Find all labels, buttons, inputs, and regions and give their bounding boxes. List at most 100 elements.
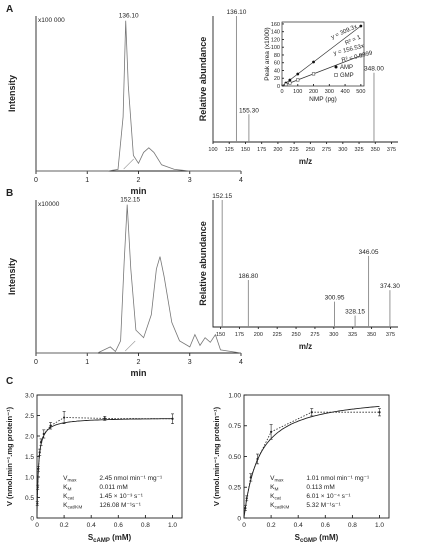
kinetics-camp-xtick-label: 0.6 — [114, 522, 123, 529]
calibration-inset-legend-label-amp: AMP — [340, 65, 353, 71]
chrom-a-xtick-label: 4 — [239, 177, 243, 184]
chrom-a-xtick-label: 1 — [85, 177, 89, 184]
calibration-inset-xtick-label: 0 — [280, 89, 283, 95]
kinetics-cgmp-ytick-label: 1.00 — [228, 392, 241, 399]
kinetics-camp-ytick-label: 1.5 — [25, 454, 34, 461]
kinetics-camp-ytick-label: 1.0 — [25, 474, 34, 481]
calibration-inset-point-gmp — [288, 81, 292, 85]
ms-a-ylabel: Relative abundance — [198, 37, 208, 122]
chrom-b-xtick-label: 4 — [239, 359, 243, 366]
kinetics-cgmp-data-point — [249, 476, 252, 479]
kinetics-cgmp-param-label-0: Vmax — [270, 475, 284, 484]
calibration-inset-xtick-label: 400 — [340, 89, 349, 95]
kinetics-cgmp-param-value-0: 1.01 nmol min⁻¹ mg⁻¹ — [306, 475, 370, 482]
kinetics-cgmp-param-value-2: 6.01 × 10⁻⁴ s⁻¹ — [306, 493, 351, 500]
ms-b-xtick-label: 150 — [216, 332, 225, 338]
ms-a-xtick-label: 300 — [338, 147, 347, 153]
ms-a-xtick-label: 175 — [257, 147, 266, 153]
kinetics-camp-xtick-label: 0.2 — [60, 522, 69, 529]
kinetics-cgmp-param-value-3: 5.32 M⁻¹s⁻¹ — [306, 502, 341, 509]
kinetics-camp-param-value-1: 0.011 mM — [99, 484, 127, 491]
kinetics-camp-data-point — [38, 451, 41, 454]
calibration-inset-fit-amp — [281, 25, 362, 87]
ms-b-peak-label-3: 328.15 — [345, 309, 365, 316]
ms-a-xtick-label: 350 — [371, 147, 380, 153]
ms-b-xtick-label: 325 — [348, 332, 357, 338]
kinetics-cgmp-xtick-label: 0.2 — [267, 522, 276, 529]
ms-b-xtick-label: 225 — [273, 332, 282, 338]
chrom-a-integration-mark — [123, 158, 134, 170]
ms-b-xtick-label: 375 — [386, 332, 395, 338]
chrom-a-xlabel: min — [130, 186, 146, 196]
ms-a-xtick-label: 125 — [225, 147, 234, 153]
kinetics-cgmp-fit-curve — [243, 405, 380, 518]
ms-b-peak-label-4: 346.05 — [359, 249, 379, 256]
kinetics-camp-param-label-0: Vmax — [63, 475, 77, 484]
kinetics-camp-fit-curve — [36, 418, 173, 518]
chrom-a-xtick-label: 2 — [137, 177, 141, 184]
kinetics-camp-ytick-label: 2.0 — [25, 433, 34, 440]
chrom-a-xtick-label: 3 — [188, 177, 192, 184]
kinetics-cgmp-data-point — [378, 411, 381, 414]
chrom-b-axes — [35, 200, 241, 354]
calibration-inset-point-amp — [296, 72, 300, 76]
ms-b-peak-label-0: 152.15 — [212, 193, 232, 200]
kinetics-camp-data-point — [39, 441, 43, 444]
ms-b-xlabel: m/z — [299, 342, 312, 351]
calibration-inset-xtick-label: 200 — [309, 89, 318, 95]
kinetics-cgmp-xtick-label: 0 — [242, 522, 246, 529]
calibration-inset-ytick-label: 60 — [274, 61, 280, 67]
calibration-inset-ytick-label: 20 — [274, 76, 280, 82]
calibration-inset-point-gmp — [359, 54, 363, 58]
calibration-inset-ytick-label: 0 — [277, 84, 280, 90]
calibration-inset-ytick-label: 120 — [271, 37, 280, 43]
ms-a-xtick-label: 200 — [273, 147, 282, 153]
kinetics-camp-xtick-label: 0.4 — [87, 522, 96, 529]
calibration-inset-ylabel: Peak area (x1000) — [264, 27, 271, 80]
kinetics-camp-param-value-0: 2.45 nmol min⁻¹ mg⁻¹ — [99, 475, 163, 482]
panel-label-a: A — [6, 4, 13, 15]
kinetics-cgmp-xtick-label: 0.4 — [294, 522, 303, 529]
panel-label-c: C — [6, 376, 13, 387]
chrom-a-trace — [36, 20, 241, 172]
calibration-inset-ytick-label: 80 — [274, 53, 280, 59]
kinetics-camp-data-line — [36, 417, 173, 504]
calibration-inset-point-gmp — [284, 82, 288, 87]
kinetics-cgmp-param-value-1: 0.113 mM — [306, 484, 334, 491]
kinetics-camp-data-point — [36, 502, 39, 505]
calibration-inset-ytick-label: 100 — [271, 45, 280, 51]
ms-a-xtick-label: 100 — [208, 147, 217, 153]
chrom-a-scale-note: x100 000 — [38, 17, 65, 24]
ms-a-peak-label-1: 155.30 — [239, 107, 259, 114]
kinetics-camp-param-value-3: 126.08 M⁻¹s⁻¹ — [99, 502, 141, 509]
kinetics-camp-data-point — [103, 417, 106, 420]
kinetics-camp-xtick-label: 1.0 — [168, 522, 177, 529]
kinetics-camp-param-label-1: KM — [63, 484, 71, 493]
ms-a-xtick-label: 150 — [241, 147, 250, 153]
kinetics-cgmp-xlabel: ScGMP (mM) — [295, 533, 339, 544]
chrom-a-ylabel: Intensity — [7, 75, 17, 112]
kinetics-camp-data-point — [42, 432, 45, 436]
kinetics-cgmp-ytick-label: 0.75 — [228, 423, 241, 430]
chrom-b-peak-label: 152.15 — [120, 197, 140, 204]
ms-b-xtick-label: 275 — [310, 332, 319, 338]
kinetics-cgmp-data-point — [256, 457, 259, 461]
kinetics-camp-ytick-label: 3.0 — [25, 392, 34, 399]
kinetics-camp-xtick-label: 0 — [35, 522, 39, 529]
chrom-b-xlabel: min — [130, 368, 146, 378]
ms-b-peak-label-2: 300.95 — [325, 295, 345, 302]
kinetics-cgmp-xtick-label: 0.8 — [348, 522, 357, 529]
chrom-b-xtick-label: 3 — [188, 359, 192, 366]
panel-label-b: B — [6, 188, 13, 199]
ms-b-peak-label-5: 374.30 — [380, 283, 400, 290]
calibration-inset-xtick-label: 300 — [325, 89, 334, 95]
kinetics-camp-ytick-label: 0 — [30, 515, 34, 522]
ms-a-xtick-label: 275 — [322, 147, 331, 153]
calibration-inset-legend-marker-gmp — [334, 73, 338, 77]
chrom-a-xtick-label: 0 — [34, 177, 38, 184]
ms-b-xtick-label: 175 — [235, 332, 244, 338]
chrom-b-xtick-label: 2 — [137, 359, 141, 366]
ms-b-xtick-label: 350 — [367, 332, 376, 338]
chrom-b-integration-mark — [125, 340, 136, 352]
